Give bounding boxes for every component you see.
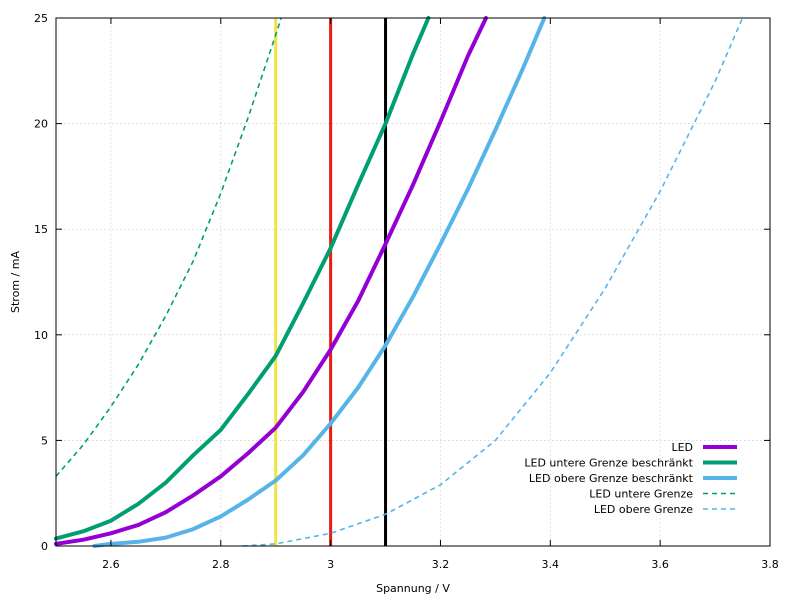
x-tick-label: 3 xyxy=(327,558,334,571)
y-tick-label: 15 xyxy=(34,223,48,236)
legend-label: LED xyxy=(671,441,693,454)
legend-label: LED untere Grenze xyxy=(589,488,693,501)
tick-labels: 2.6 2.8 3 3.2 3.4 3.6 3.8 0 5 10 15 20 25 xyxy=(34,12,779,571)
x-tick-label: 3.8 xyxy=(761,558,779,571)
y-tick-label: 25 xyxy=(34,12,48,25)
series-line xyxy=(54,16,488,546)
series-line xyxy=(242,17,744,547)
legend: LED LED untere Grenze beschränkt LED obere… xyxy=(524,441,737,516)
plot-frame xyxy=(55,17,771,547)
legend-label: LED untere Grenze beschränkt xyxy=(524,457,693,470)
legend-label: LED obere Grenze xyxy=(594,503,693,516)
y-tick-label: 20 xyxy=(34,118,48,131)
y-tick-label: 5 xyxy=(41,434,48,447)
x-tick-label: 3.4 xyxy=(542,558,560,571)
vertical-reference-lines xyxy=(274,18,388,546)
series-lines xyxy=(54,16,744,548)
series-line xyxy=(55,17,282,477)
y-tick-label: 0 xyxy=(41,540,48,553)
x-axis-label: Spannung / V xyxy=(376,582,450,595)
series-line xyxy=(54,16,431,541)
x-tick-label: 2.8 xyxy=(212,558,230,571)
legend-label: LED obere Grenze beschränkt xyxy=(529,472,694,485)
series-line xyxy=(92,16,547,548)
y-axis-label: Strom / mA xyxy=(9,251,22,313)
x-tick-label: 3.6 xyxy=(651,558,669,571)
y-tick-label: 10 xyxy=(34,329,48,342)
axis-ticks xyxy=(56,17,771,547)
x-tick-label: 2.6 xyxy=(102,558,120,571)
x-tick-label: 3.2 xyxy=(432,558,450,571)
